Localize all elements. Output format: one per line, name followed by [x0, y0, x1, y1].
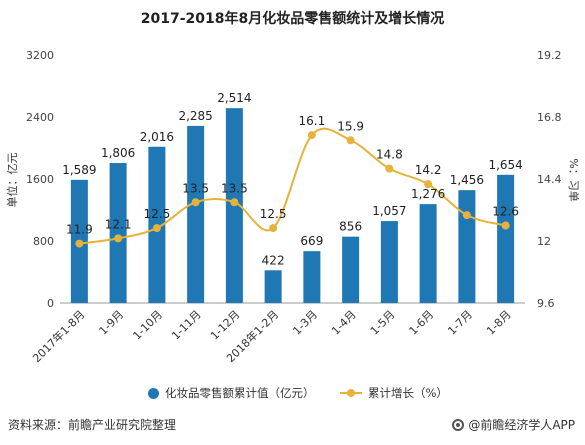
bar-value-label: 1,806 — [101, 146, 135, 160]
bar-value-label: 1,057 — [372, 204, 406, 218]
line-point — [191, 198, 200, 207]
bar-value-label: 2,514 — [217, 91, 251, 105]
line-value-label: 12.1 — [105, 217, 132, 231]
line-point — [152, 224, 161, 233]
chart-title: 2017-2018年8月化妆品零售额统计及增长情况 — [140, 11, 445, 27]
y-tick-label-right: 16.8 — [537, 111, 562, 124]
bar-value-label: 1,456 — [450, 173, 484, 187]
bar — [264, 270, 282, 303]
x-tick-label: 1-9月 — [97, 308, 127, 338]
bar-value-label: 856 — [339, 220, 362, 234]
bar — [342, 236, 360, 303]
bar-value-label: 422 — [262, 253, 285, 267]
bar-value-label: 669 — [300, 234, 323, 248]
x-tick-label: 1-12月 — [208, 308, 243, 343]
line-point — [230, 198, 239, 207]
y-tick-label-right: 12 — [537, 235, 551, 248]
line-point — [385, 164, 394, 173]
line-point — [307, 131, 316, 140]
legend-bar-swatch — [148, 387, 159, 399]
line-value-label: 15.9 — [337, 119, 364, 133]
y-tick-label-left: 3200 — [26, 49, 54, 62]
line-value-label: 12.5 — [260, 207, 287, 221]
y-axis-title-left: 单位：亿元 — [5, 153, 19, 208]
x-tick-label: 1-7月 — [445, 308, 475, 338]
growth-line — [79, 127, 506, 245]
x-tick-label: 1-8月 — [484, 308, 514, 338]
brand: @前瞻经济学人APP — [452, 416, 575, 433]
legend-label-line: 累计增长（%） — [368, 386, 448, 400]
legend: 化妆品零售额累计值（亿元） 累计增长（%） — [0, 385, 585, 403]
y-tick-label-left: 0 — [47, 297, 54, 310]
x-tick-label: 2017年1-8月 — [30, 307, 88, 365]
line-point — [75, 239, 84, 248]
bar-value-label: 2,016 — [140, 130, 174, 144]
brand-label: @前瞻经济学人APP — [468, 418, 575, 432]
line-value-label: 13.5 — [182, 181, 209, 195]
legend-item-line: 累计增长（%） — [340, 385, 448, 401]
x-tick-label: 1-10月 — [130, 308, 165, 343]
bar — [303, 251, 321, 303]
y-tick-label-left: 2400 — [26, 111, 54, 124]
line-point — [501, 221, 510, 230]
legend-label-bars: 化妆品零售额累计值（亿元） — [165, 386, 315, 400]
legend-item-bars: 化妆品零售额累计值（亿元） — [148, 385, 315, 401]
y-tick-label-right: 19.2 — [537, 49, 562, 62]
bar-value-label: 2,285 — [178, 109, 212, 123]
source-note: 资料来源：前瞻产业研究院整理 — [8, 418, 177, 432]
line-value-label: 12.5 — [144, 207, 171, 221]
line-point — [346, 136, 355, 145]
bar — [497, 174, 515, 303]
circle-logo-icon — [452, 418, 465, 431]
y-axis-title-right: %：习单 — [567, 158, 580, 201]
line-point — [269, 224, 278, 233]
bar-value-label: 1,276 — [411, 187, 445, 201]
y-tick-label-left: 1600 — [26, 173, 54, 186]
y-tick-label-right: 9.6 — [537, 297, 555, 310]
line-point — [462, 211, 471, 220]
line-value-label: 11.9 — [66, 223, 93, 237]
bar — [187, 125, 205, 303]
line-value-label: 16.1 — [299, 114, 326, 128]
line-value-label: 14.2 — [415, 163, 442, 177]
bar — [419, 204, 437, 303]
line-value-label: 14.8 — [376, 148, 403, 162]
bar-value-label: 1,589 — [62, 163, 96, 177]
y-tick-label-right: 14.4 — [537, 173, 562, 186]
footer: 资料来源：前瞻产业研究院整理 @前瞻经济学人APP — [0, 410, 585, 445]
x-tick-label: 1-3月 — [290, 308, 320, 338]
line-point — [114, 234, 123, 243]
line-value-label: 13.5 — [221, 181, 248, 195]
x-tick-label: 1-6月 — [407, 308, 437, 338]
bar-value-label: 1,654 — [488, 158, 522, 172]
bar — [109, 163, 127, 303]
x-tick-label: 1-4月 — [329, 308, 359, 338]
x-tick-label: 1-5月 — [368, 308, 398, 338]
legend-line-swatch — [340, 389, 362, 397]
line-point — [424, 180, 433, 189]
y-tick-label-left: 800 — [33, 235, 54, 248]
x-tick-label: 1-11月 — [169, 308, 204, 343]
line-value-label: 12.6 — [492, 205, 519, 219]
bar — [458, 190, 476, 303]
bar — [380, 221, 398, 303]
